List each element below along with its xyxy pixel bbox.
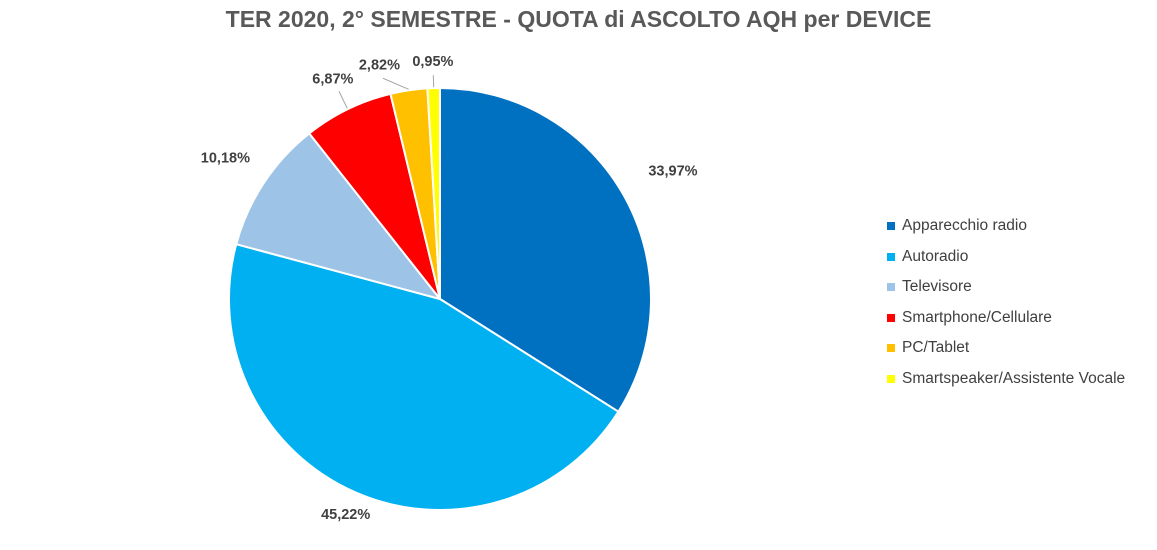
legend-swatch xyxy=(887,252,895,261)
legend-label: PC/Tablet xyxy=(902,339,970,357)
legend-label: Televisore xyxy=(902,278,972,296)
legend-swatch xyxy=(887,313,895,322)
leader-line-smartphone-cellulare xyxy=(338,91,348,109)
legend-item-televisore: Televisore xyxy=(887,272,1125,303)
data-label-televisore: 10,18% xyxy=(201,151,250,167)
legend-swatch xyxy=(887,344,895,353)
legend-label: Autoradio xyxy=(902,247,969,265)
legend-item-autoradio: Autoradio xyxy=(887,242,1125,273)
pie-slice-autoradio xyxy=(228,242,620,511)
data-labels: 33,97% 45,22% 10,18% 6,87% 2,82% 0,95% xyxy=(201,54,698,523)
leader-line-pc-tablet xyxy=(382,77,409,90)
legend-swatch xyxy=(887,283,895,292)
legend-item-smartspeaker-assistente-vocale: Smartspeaker/Assistente Vocale xyxy=(887,364,1125,395)
legend: Apparecchio radio Autoradio Televisore Smar… xyxy=(887,211,1125,394)
data-label-smartspeaker-assistente-vocale: 0,95% xyxy=(412,54,453,70)
legend-swatch xyxy=(887,374,895,383)
pie-slice-televisore xyxy=(235,132,443,301)
pie-slices xyxy=(228,86,652,511)
legend-item-pc-tablet: PC/Tablet xyxy=(887,333,1125,364)
legend-label: Smartspeaker/Assistente Vocale xyxy=(902,369,1126,387)
legend-item-smartphone-cellulare: Smartphone/Cellulare xyxy=(887,303,1125,334)
data-label-apparecchio-radio: 33,97% xyxy=(648,164,697,180)
data-label-smartphone-cellulare: 6,87% xyxy=(312,72,353,88)
legend-label: Apparecchio radio xyxy=(902,217,1027,235)
pie-slice-apparecchio-radio xyxy=(439,86,652,414)
legend-label: Smartphone/Cellulare xyxy=(902,308,1052,326)
data-label-autoradio: 45,22% xyxy=(321,507,370,523)
chart-title: TER 2020, 2° SEMESTRE - QUOTA di ASCOLTO… xyxy=(225,6,932,32)
leader-lines xyxy=(338,75,435,109)
pie-slice-smartspeaker-assistente-vocale xyxy=(426,86,441,300)
legend-item-apparecchio-radio: Apparecchio radio xyxy=(887,211,1125,242)
legend-swatch xyxy=(887,222,895,231)
data-label-pc-tablet: 2,82% xyxy=(359,58,400,74)
